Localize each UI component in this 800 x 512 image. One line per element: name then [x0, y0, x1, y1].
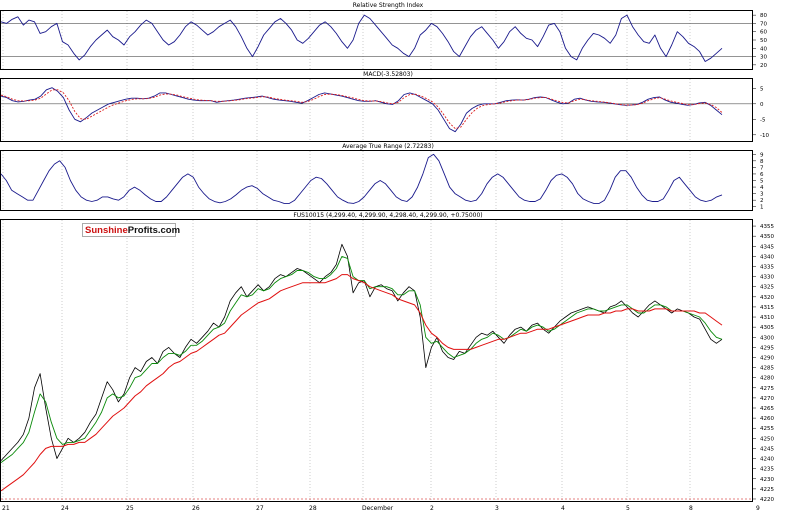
y-tick-label: 4310	[760, 315, 774, 321]
x-tick-label: December	[362, 505, 394, 512]
y-tick-label: 40	[760, 46, 767, 52]
x-tick-label: 2	[430, 505, 434, 512]
y-tick-label: 4275	[760, 386, 774, 392]
y-tick-label: 4255	[760, 426, 774, 432]
y-tick-label: 30	[760, 55, 767, 61]
logo-part-profits: Profits.com	[127, 225, 181, 236]
y-tick-label: -5	[760, 117, 766, 123]
atr-line	[0, 153, 723, 204]
y-tick-label: 3	[760, 192, 764, 198]
sunshine-profits-logo: SunshineProfits.com	[82, 223, 180, 237]
y-tick-label: 4	[760, 185, 764, 191]
y-tick-label: 4295	[760, 345, 774, 351]
x-tick-label: 9	[756, 505, 760, 512]
y-tick-label: 5	[760, 179, 764, 185]
y-tick-label: 4335	[760, 264, 774, 270]
x-tick-label: 25	[126, 505, 134, 512]
y-tick-label: 1	[760, 205, 764, 211]
y-tick-label: 4355	[760, 224, 774, 230]
x-tick-label: 24	[61, 505, 69, 512]
y-tick-label: 7	[760, 165, 764, 171]
y-tick-label: 4320	[760, 295, 774, 301]
y-tick-label: 5	[760, 86, 764, 92]
y-tick-label: 6	[760, 172, 764, 178]
y-tick-label: 2	[760, 198, 764, 204]
y-tick-label: 4245	[760, 446, 774, 452]
macd-title: MACD(-3.52803)	[363, 71, 413, 78]
y-tick-label: 4260	[760, 416, 774, 422]
y-tick-label: -10	[760, 133, 769, 139]
y-tick-label: 70	[760, 21, 767, 27]
chart-series	[0, 14, 723, 492]
y-tick-label: 4230	[760, 477, 774, 483]
y-tick-label: 4315	[760, 305, 774, 311]
y-tick-label: 4345	[760, 244, 774, 250]
y-tick-label: 4330	[760, 275, 774, 281]
y-tick-label: 4290	[760, 355, 774, 361]
y-tick-label: 4265	[760, 406, 774, 412]
y-tick-label: 8	[760, 159, 764, 165]
y-tick-label: 4240	[760, 457, 774, 463]
macd-panel-frame	[0, 78, 753, 142]
y-tick-label: 9	[760, 152, 764, 158]
y-tick-label: 4285	[760, 366, 774, 372]
x-axis-ticks: 21 24 25 26 27 28 December 2 3 4 5 8 9	[2, 505, 760, 512]
atr-title: Average True Range (2.72283)	[342, 143, 434, 150]
y-tick-label: 4220	[760, 497, 774, 503]
y-tick-label: 4340	[760, 254, 774, 260]
price-title: FUS10015 (4,299.40, 4,299.90, 4,298.40, …	[293, 212, 482, 219]
y-tick-label: 4325	[760, 285, 774, 291]
x-tick-label: 5	[626, 505, 630, 512]
slow-moving-average-line	[0, 274, 723, 492]
y-tick-label: 4300	[760, 335, 774, 341]
y-tick-label: 4235	[760, 467, 774, 473]
y-tick-label: 4305	[760, 325, 774, 331]
x-tick-label: 28	[309, 505, 317, 512]
macd-line	[0, 87, 723, 133]
x-tick-label: 27	[256, 505, 264, 512]
fast-moving-average-line	[0, 255, 723, 463]
y-tick-label: 4280	[760, 376, 774, 382]
atr-panel-frame	[0, 150, 753, 211]
y-tick-label: 60	[760, 30, 767, 36]
x-tick-label: 21	[2, 505, 10, 512]
x-tick-label: 3	[495, 505, 499, 512]
y-tick-label: 4250	[760, 436, 774, 442]
rsi-line	[0, 14, 723, 62]
x-tick-label: 4	[561, 505, 565, 512]
reference-lines	[1, 23, 752, 500]
rsi-title: Relative Strength Index	[353, 2, 424, 9]
rsi-panel-frame	[0, 10, 753, 70]
y-tick-label: 20	[760, 63, 767, 69]
chart-gridlines	[2, 11, 691, 501]
macd-signal-line	[0, 89, 723, 130]
y-tick-label: 4350	[760, 234, 774, 240]
x-tick-label: 8	[689, 505, 693, 512]
price-panel-frame	[0, 219, 753, 502]
y-tick-label: 0	[760, 102, 764, 108]
y-tick-label: 50	[760, 38, 767, 44]
logo-part-sunshine: Sunshine	[85, 225, 128, 236]
y-axis-ticks: 8070605040302050-5-109876543214355435043…	[752, 13, 774, 503]
y-tick-label: 4225	[760, 487, 774, 493]
x-tick-label: 26	[192, 505, 200, 512]
price-line	[0, 243, 723, 461]
y-tick-label: 80	[760, 13, 767, 19]
y-tick-label: 4270	[760, 396, 774, 402]
